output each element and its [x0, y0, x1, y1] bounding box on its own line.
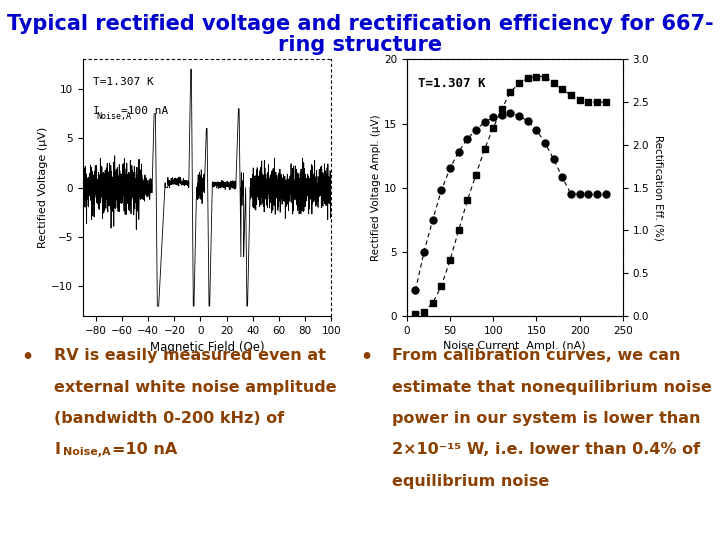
Y-axis label: Rectified Voltage (μV): Rectified Voltage (μV) — [38, 127, 48, 248]
Y-axis label: Rectified Voltage Ampl. (μV): Rectified Voltage Ampl. (μV) — [371, 114, 381, 261]
Text: T=1.307 K: T=1.307 K — [93, 77, 153, 87]
Text: RV is easily measured even at: RV is easily measured even at — [54, 348, 326, 363]
Text: =10 nA: =10 nA — [112, 442, 177, 457]
Y-axis label: Rectification Eff. (%): Rectification Eff. (%) — [653, 134, 663, 241]
Text: ring structure: ring structure — [278, 35, 442, 55]
Text: Noise,A: Noise,A — [96, 112, 132, 121]
Text: estimate that nonequilibrium noise: estimate that nonequilibrium noise — [392, 380, 712, 395]
Text: external white noise amplitude: external white noise amplitude — [54, 380, 337, 395]
Text: •: • — [360, 348, 372, 367]
Text: •: • — [22, 348, 34, 367]
Text: =100 nA: =100 nA — [121, 106, 168, 116]
Text: (bandwidth 0-200 kHz) of: (bandwidth 0-200 kHz) of — [54, 411, 284, 426]
X-axis label: Magnetic Field (Oe): Magnetic Field (Oe) — [150, 341, 264, 354]
Text: power in our system is lower than: power in our system is lower than — [392, 411, 701, 426]
Text: Noise,A: Noise,A — [63, 447, 111, 457]
Text: equilibrium noise: equilibrium noise — [392, 474, 549, 489]
Text: T=1.307 K: T=1.307 K — [418, 77, 485, 90]
Text: Typical rectified voltage and rectification efficiency for 667-: Typical rectified voltage and rectificat… — [6, 14, 714, 33]
Text: I: I — [54, 442, 60, 457]
Text: From calibration curves, we can: From calibration curves, we can — [392, 348, 681, 363]
X-axis label: Noise Current  Ampl. (nA): Noise Current Ampl. (nA) — [444, 341, 586, 351]
Text: 2×10⁻¹⁵ W, i.e. lower than 0.4% of: 2×10⁻¹⁵ W, i.e. lower than 0.4% of — [392, 442, 701, 457]
Text: I: I — [93, 106, 99, 116]
